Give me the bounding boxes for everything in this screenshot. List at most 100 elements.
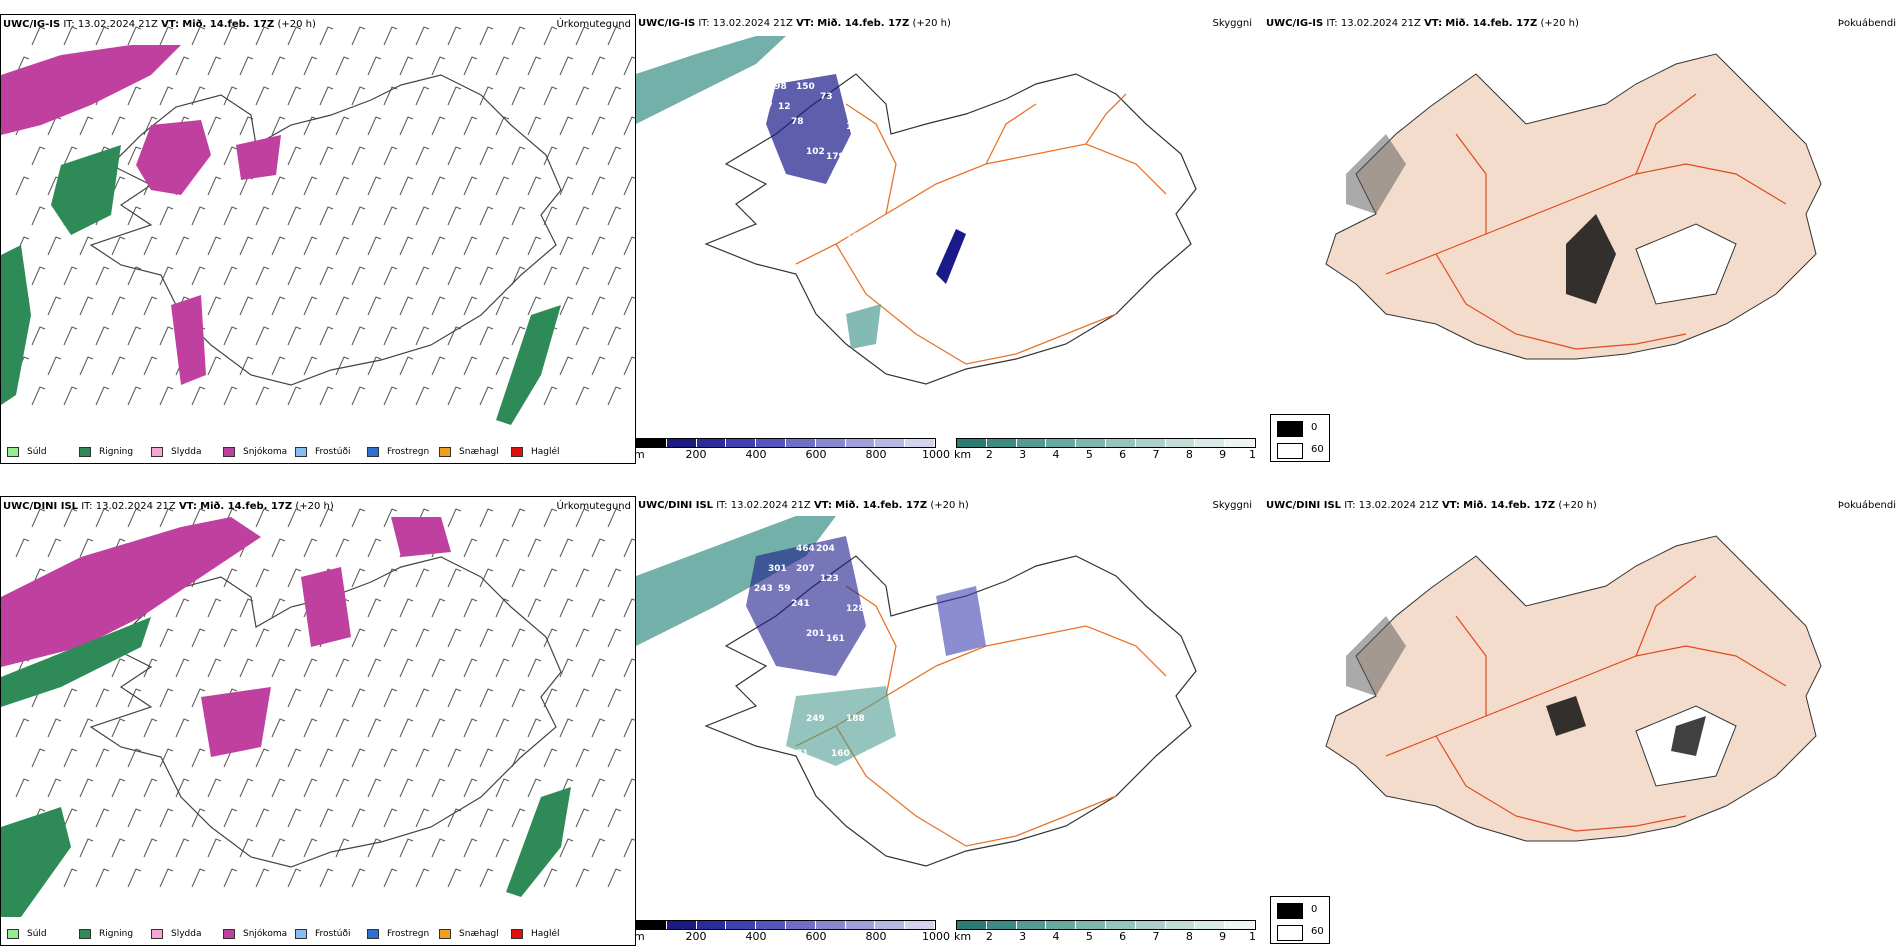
wind-barb bbox=[383, 808, 398, 828]
legend-label: Snjókoma bbox=[243, 447, 288, 457]
wind-barb bbox=[95, 386, 110, 406]
wind-barb bbox=[591, 56, 606, 76]
wind-barb bbox=[191, 26, 206, 46]
wind-barb bbox=[271, 538, 286, 558]
wind-barb bbox=[143, 356, 158, 376]
wind-barb bbox=[255, 266, 270, 286]
wind-barb bbox=[159, 326, 174, 346]
wind-barb bbox=[399, 658, 414, 678]
wind-barb bbox=[31, 206, 46, 226]
fog-panel-row1: UWC/IG-IS IT: 13.02.2024 21Z VT: Mið. 14… bbox=[1256, 14, 1900, 464]
wind-barb bbox=[287, 868, 302, 888]
wind-barb bbox=[559, 598, 574, 618]
wind-barb bbox=[303, 778, 318, 798]
wind-barb bbox=[351, 628, 366, 648]
colorbar-tick-label: 10 bbox=[1249, 448, 1256, 461]
ceiling-label: 241 bbox=[791, 599, 810, 609]
wind-barb bbox=[399, 356, 414, 376]
colorbar-tick-label: 200 bbox=[685, 930, 707, 943]
wind-barb bbox=[495, 658, 510, 678]
wind-barb bbox=[143, 778, 158, 798]
wind-barb bbox=[255, 86, 270, 106]
legend-item: Haglél bbox=[511, 447, 583, 457]
wind-barb bbox=[415, 86, 430, 106]
fog-legend-label: 60 bbox=[1311, 444, 1324, 455]
vt-label: VT: bbox=[1424, 18, 1443, 29]
wind-barb bbox=[191, 688, 206, 708]
wind-barb bbox=[31, 26, 46, 46]
wind-barb bbox=[447, 386, 462, 406]
wind-barb bbox=[463, 56, 478, 76]
roads bbox=[1385, 93, 1787, 350]
wind-barb bbox=[223, 386, 238, 406]
wind-barb bbox=[239, 778, 254, 798]
colorbar-segment bbox=[726, 439, 757, 447]
wind-barb bbox=[367, 538, 382, 558]
wind-barb bbox=[559, 718, 574, 738]
wind-barb bbox=[351, 26, 366, 46]
wind-barb bbox=[95, 508, 110, 528]
colorbar-tick-label: 4 bbox=[1052, 930, 1060, 943]
lead-time: (+20 h) bbox=[1540, 18, 1579, 29]
wind-barb bbox=[591, 598, 606, 618]
legend-swatch bbox=[151, 447, 163, 457]
wind-barb bbox=[223, 146, 238, 166]
wind-barb bbox=[399, 56, 414, 76]
colorbar-segment bbox=[986, 921, 1017, 929]
legend-item: Snæhagl bbox=[439, 929, 511, 939]
wind-barb bbox=[383, 326, 398, 346]
legend-item: Frostúði bbox=[295, 447, 367, 457]
wind-barb bbox=[319, 808, 334, 828]
colorbar-segment bbox=[905, 439, 935, 447]
wind-barb bbox=[63, 326, 78, 346]
wind-barb bbox=[191, 386, 206, 406]
wind-barb bbox=[431, 598, 446, 618]
legend-label: Slydda bbox=[171, 929, 202, 939]
cloud-base-colorbar: 02004006008001000m bbox=[636, 438, 950, 461]
wind-barb bbox=[623, 838, 635, 858]
wind-barb bbox=[223, 206, 238, 226]
wind-barb bbox=[383, 628, 398, 648]
ceiling-label: 150 bbox=[796, 82, 815, 92]
wind-barb bbox=[479, 688, 494, 708]
wind-barb bbox=[511, 688, 526, 708]
wind-barb bbox=[607, 266, 622, 286]
wind-barb bbox=[335, 838, 350, 858]
wind-barb bbox=[111, 658, 126, 678]
legend-label: Haglél bbox=[531, 447, 560, 457]
wind-barb bbox=[63, 386, 78, 406]
wind-barb bbox=[447, 568, 462, 588]
wind-barb bbox=[511, 86, 526, 106]
wind-barb bbox=[511, 808, 526, 828]
wind-barb bbox=[351, 868, 366, 888]
wind-barb bbox=[159, 86, 174, 106]
wind-barb bbox=[479, 206, 494, 226]
wind-barb bbox=[607, 86, 622, 106]
colorbar-segment bbox=[875, 921, 906, 929]
wind-barb bbox=[607, 146, 622, 166]
legend-label: Frostregn bbox=[387, 929, 430, 939]
legend-item: Rigning bbox=[79, 929, 151, 939]
wind-barb bbox=[559, 658, 574, 678]
colorbar-segment bbox=[957, 921, 987, 929]
wind-barb bbox=[511, 628, 526, 648]
wind-barb bbox=[303, 296, 318, 316]
colorbar-segment bbox=[785, 439, 816, 447]
wind-barb bbox=[335, 778, 350, 798]
wind-barb bbox=[303, 356, 318, 376]
snow-area bbox=[171, 295, 206, 385]
wind-barb bbox=[447, 146, 462, 166]
legend-item: Snjókoma bbox=[223, 929, 295, 939]
wind-barb bbox=[303, 176, 318, 196]
wind-barb bbox=[111, 236, 126, 256]
wind-barb bbox=[351, 326, 366, 346]
wind-barb bbox=[111, 718, 126, 738]
legend-swatch bbox=[151, 929, 163, 939]
wind-barb bbox=[255, 808, 270, 828]
wind-barb bbox=[335, 56, 350, 76]
wind-barb bbox=[127, 326, 142, 346]
wind-barb bbox=[463, 658, 478, 678]
wind-barb bbox=[431, 356, 446, 376]
it-value: 13.02.2024 21Z bbox=[95, 501, 176, 512]
rain-area bbox=[1, 245, 31, 405]
